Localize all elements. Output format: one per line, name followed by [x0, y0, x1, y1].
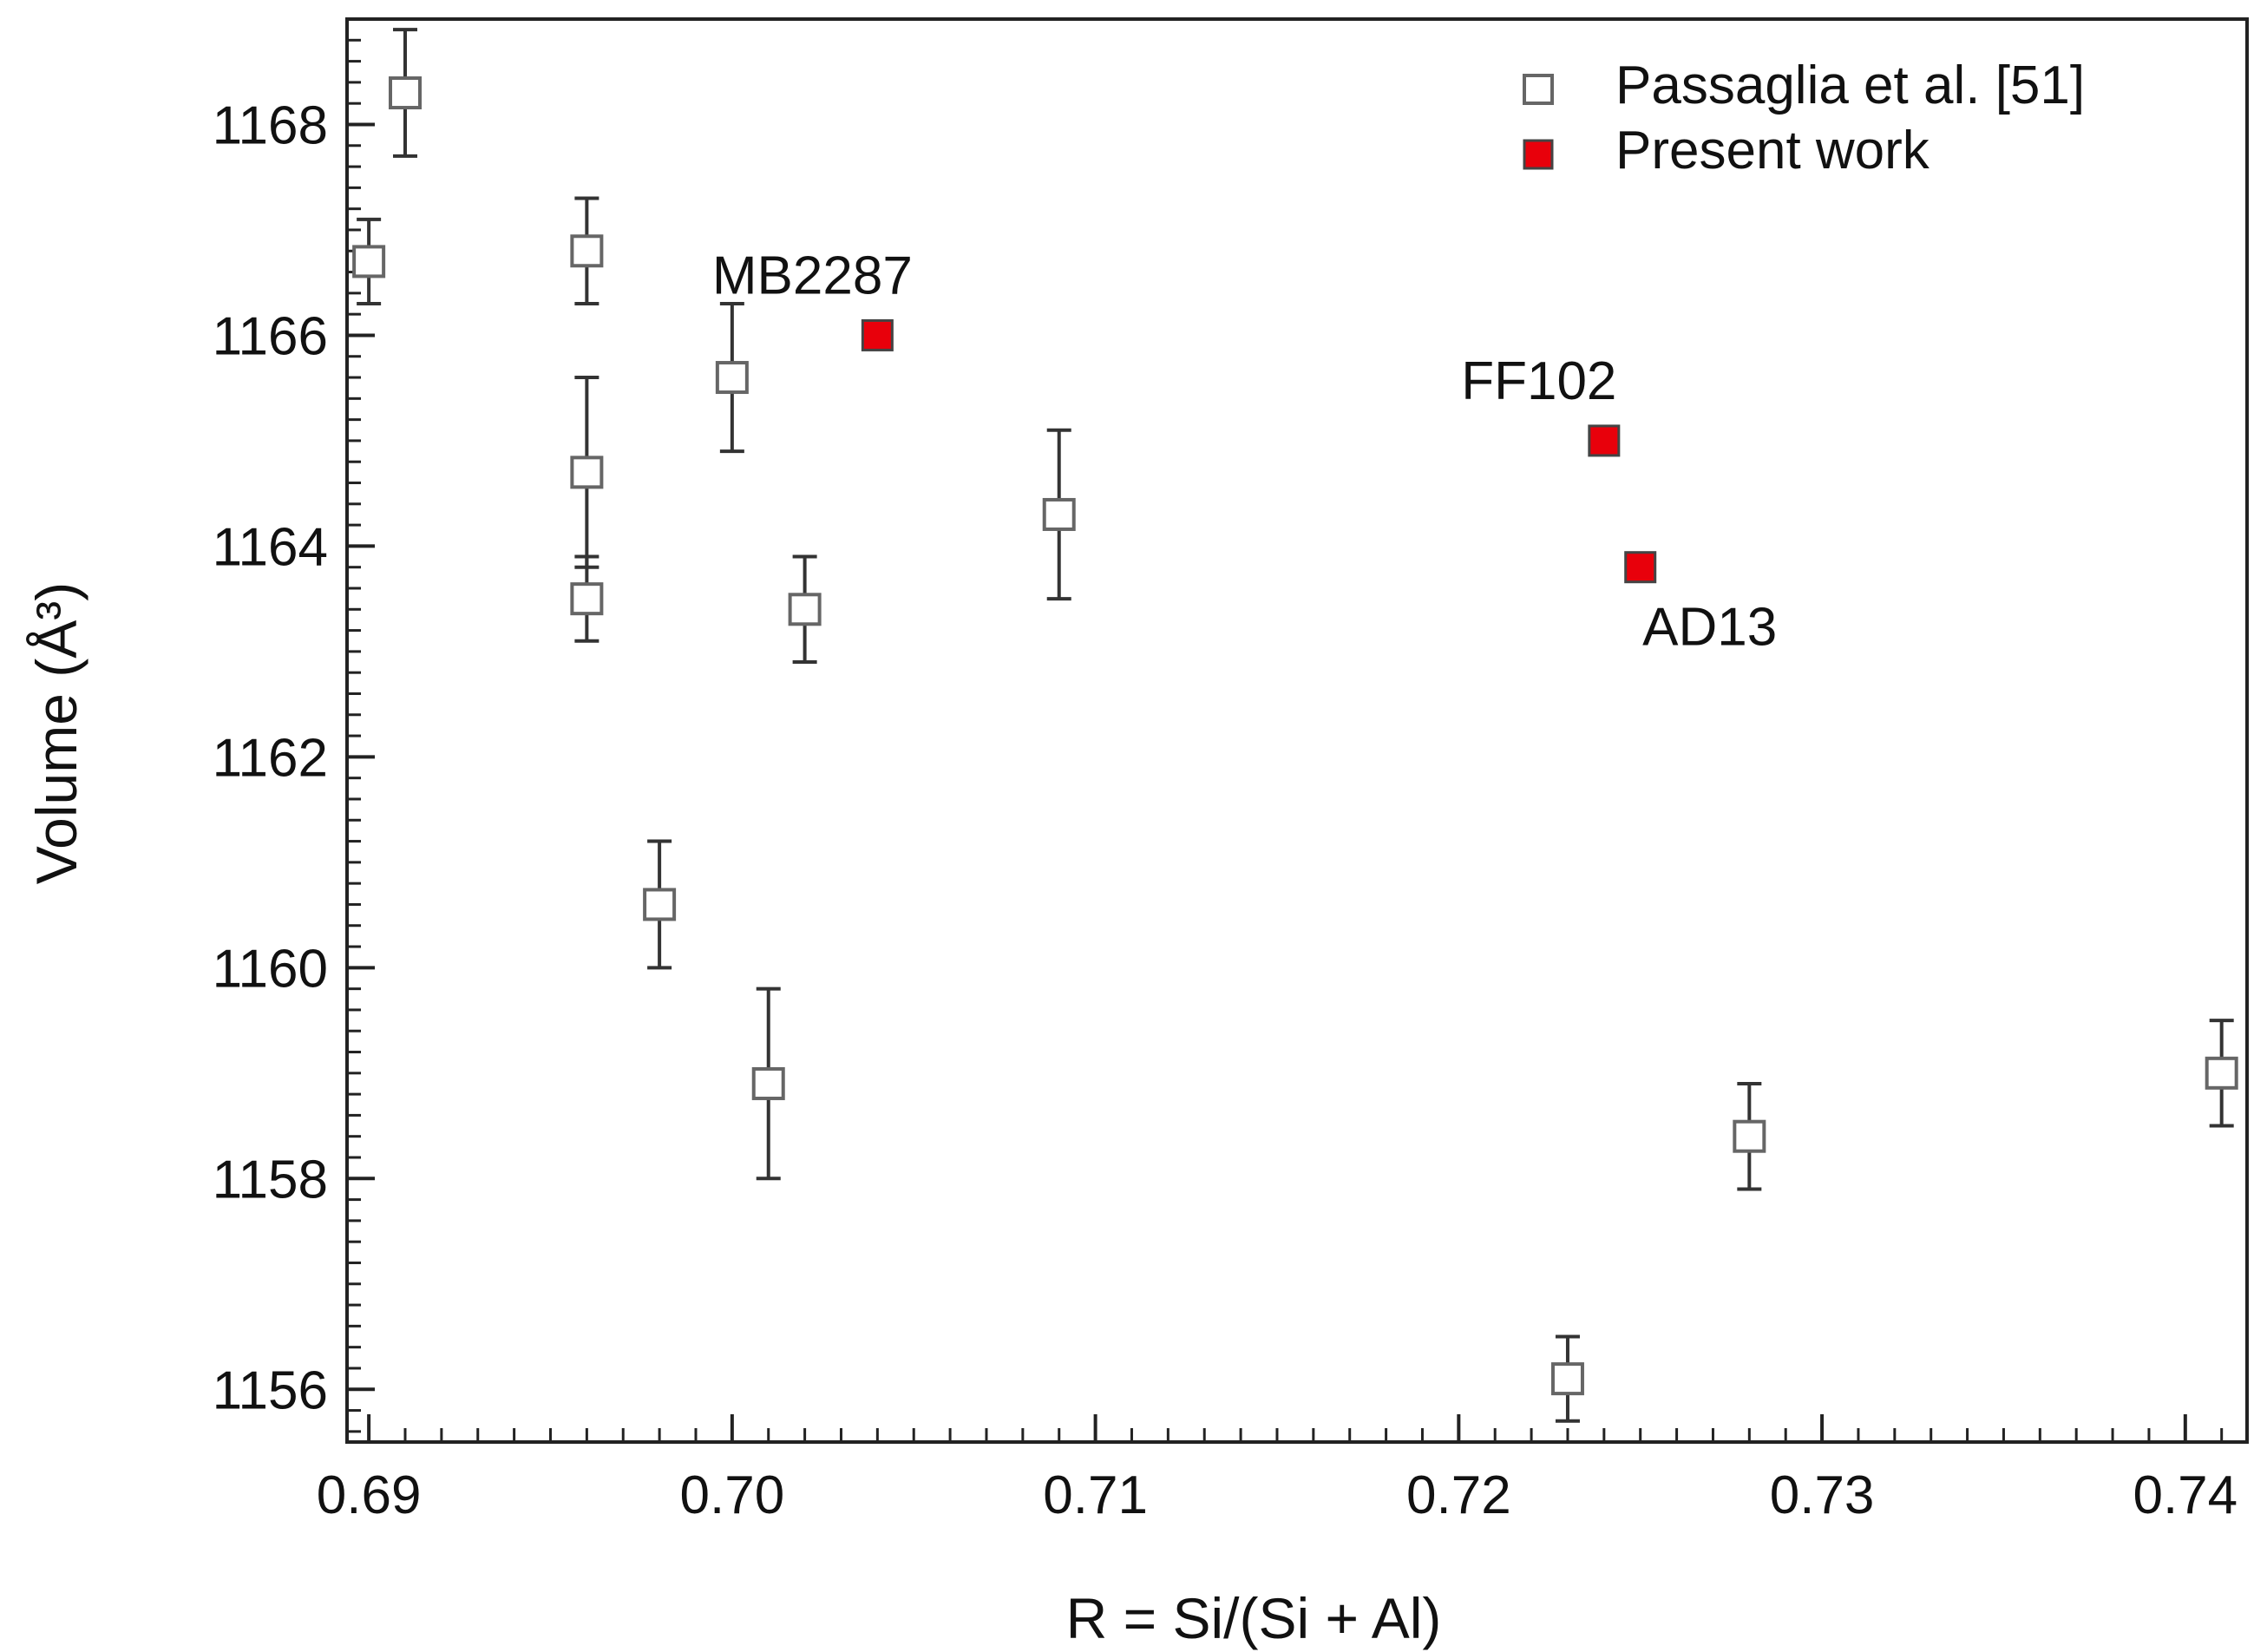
data-markers	[352, 76, 2238, 1396]
point-label: AD13	[1642, 598, 1777, 658]
passaglia-data-point	[1042, 497, 1076, 531]
x-tick-label: 0.72	[1406, 1465, 1511, 1525]
present-work-data-point	[1624, 551, 1657, 584]
y-tick-label: 1160	[213, 939, 328, 999]
y-tick-label: 1162	[213, 728, 328, 788]
legend: Passaglia et al. [51] Present work	[1523, 56, 2085, 180]
passaglia-data-point	[388, 76, 422, 110]
major-ticks	[347, 122, 2187, 1442]
y-tick-labels: 1156 1158 1160 1162 1164 1166 1168	[213, 95, 328, 1420]
present-work-data-point	[861, 318, 894, 351]
passaglia-data-point	[751, 1066, 785, 1100]
y-tick-label: 1158	[213, 1150, 328, 1210]
passaglia-data-point	[570, 582, 604, 616]
y-tick-label: 1156	[213, 1360, 328, 1420]
legend-marker-passaglia	[1523, 74, 1554, 105]
passaglia-data-point	[643, 888, 677, 921]
passaglia-data-point	[2205, 1056, 2238, 1090]
x-axis-title: R = Si/(Si + Al)	[1066, 1586, 1442, 1650]
passaglia-data-point	[1733, 1119, 1766, 1153]
x-tick-label: 0.73	[1770, 1465, 1875, 1525]
x-tick-label: 0.71	[1043, 1465, 1148, 1525]
x-tick-label: 0.74	[2133, 1465, 2238, 1525]
passaglia-data-point	[788, 593, 822, 626]
y-tick-label: 1168	[213, 95, 328, 155]
legend-label-passaglia: Passaglia et al. [51]	[1615, 56, 2085, 115]
passaglia-data-point	[1550, 1362, 1584, 1396]
present-work-data-point	[1588, 424, 1621, 457]
x-tick-label: 0.69	[317, 1465, 422, 1525]
point-labels: MB2287 FF102 AD13	[712, 246, 1777, 657]
x-tick-labels: 0.69 0.70 0.71 0.72 0.73 0.74	[317, 1465, 2238, 1525]
plot-area-frame	[345, 17, 2249, 1444]
point-label: FF102	[1461, 351, 1616, 411]
passaglia-data-point	[570, 456, 604, 489]
legend-marker-present	[1523, 139, 1554, 170]
error-bars	[357, 28, 2234, 1423]
y-tick-label: 1166	[213, 306, 328, 366]
x-tick-label: 0.70	[680, 1465, 785, 1525]
y-tick-label: 1164	[213, 517, 328, 577]
passaglia-data-point	[352, 245, 386, 279]
passaglia-data-point	[715, 361, 749, 395]
point-label: MB2287	[712, 246, 913, 305]
minor-ticks	[347, 17, 2224, 1442]
legend-label-present: Present work	[1615, 121, 1930, 180]
y-axis-title: Volume (Å³)	[24, 582, 88, 884]
passaglia-data-point	[570, 234, 604, 268]
